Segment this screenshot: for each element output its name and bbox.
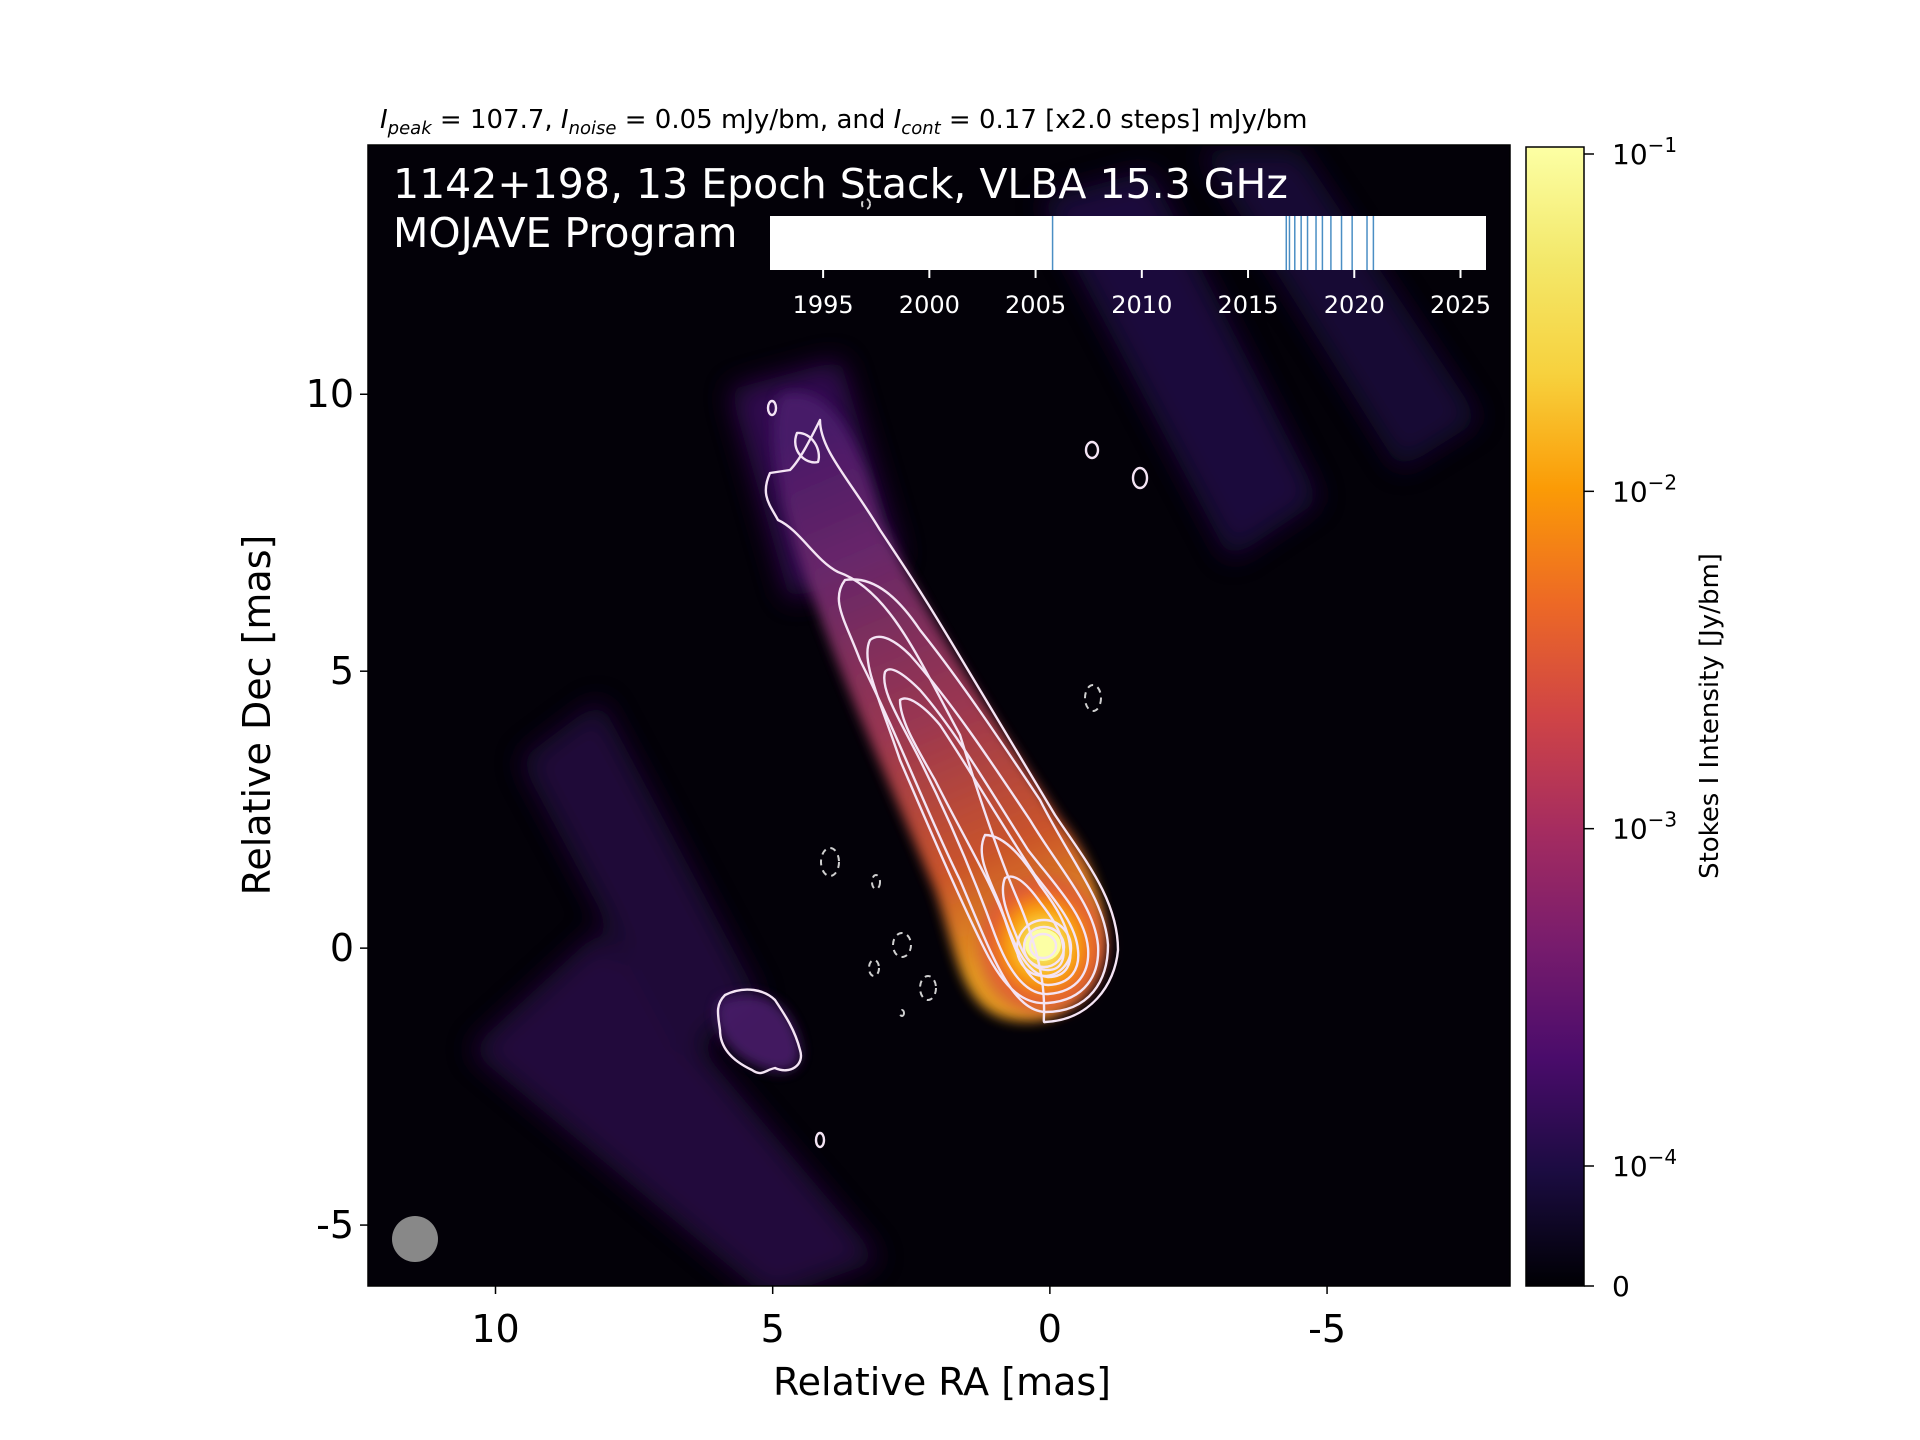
contour-6 <box>980 833 1072 979</box>
contour-14 <box>1084 440 1100 460</box>
contour-12 <box>794 431 821 464</box>
contour-1 <box>764 418 1120 1024</box>
timeline-epochs <box>1051 216 1375 270</box>
plot-title: 1142+198, 13 Epoch Stack, VLBA 15.3 GHz <box>393 160 1288 208</box>
colorbar-bar <box>1525 146 1585 1287</box>
y-tick-label: 0 <box>330 926 354 970</box>
contour-4 <box>883 668 1090 996</box>
y-axis-label: Relative Dec [mas] <box>235 535 279 896</box>
x-tick-label: 5 <box>761 1307 785 1351</box>
neg-contour-5 <box>868 959 880 977</box>
contour-11 <box>716 988 803 1075</box>
image-panel: 1142+198, 13 Epoch Stack, VLBA 15.3 GHz … <box>368 145 1510 1286</box>
colorbar-label: Stokes I Intensity [Jy/bm] <box>1695 553 1725 879</box>
neg-contour-3 <box>871 874 881 890</box>
colorbar-tick-label: 10−3 <box>1612 808 1677 846</box>
neg-contour-6 <box>919 975 937 1001</box>
axes-frame <box>367 144 1511 1287</box>
epoch-timeline: 1995 2000 2005 2010 2015 2020 2025 <box>770 216 1491 319</box>
contour-13 <box>766 399 778 417</box>
colorbar: 10−1 10−2 10−3 10−4 0 Stokes I Intensity [Jy… <box>1525 133 1725 1303</box>
colorbar-tick-label: 10−4 <box>1612 1145 1677 1183</box>
colorbar-tick-label: 10−2 <box>1612 470 1677 508</box>
timeline-tick-label: 2005 <box>1005 291 1066 319</box>
stats-line: Ipeak = 107.7, Inoise = 0.05 mJy/bm, and… <box>380 105 1307 139</box>
x-axis: 10 5 0 -5 <box>471 1286 1346 1351</box>
colorbar-tick-label: 0 <box>1612 1270 1630 1303</box>
negative-contours <box>820 198 1102 1017</box>
timeline-tick-label: 1995 <box>793 291 854 319</box>
y-tick-label: -5 <box>316 1203 354 1247</box>
contour-9 <box>1022 925 1066 969</box>
x-tick-label: 0 <box>1038 1307 1062 1351</box>
timeline-tick-label: 2025 <box>1430 291 1491 319</box>
colorbar-ticks: 10−1 10−2 10−3 10−4 0 <box>1584 133 1677 1303</box>
plot-subtitle: MOJAVE Program <box>393 209 737 257</box>
contour-3 <box>866 635 1100 1005</box>
contour-2 <box>837 578 1110 1014</box>
y-tick-label: 5 <box>330 649 354 693</box>
neg-contour-1 <box>1084 684 1102 712</box>
timeline-tick-label: 2015 <box>1218 291 1279 319</box>
y-tick-label: 10 <box>306 372 354 416</box>
colorbar-tick-label: 10−1 <box>1612 133 1677 171</box>
contour-5 <box>898 697 1080 987</box>
timeline-tick-label: 2000 <box>899 291 960 319</box>
neg-contour-7 <box>899 1009 905 1017</box>
contour-15 <box>1131 466 1149 490</box>
positive-contours <box>716 399 1149 1149</box>
x-tick-label: -5 <box>1308 1307 1346 1351</box>
neg-contour-2 <box>820 847 840 877</box>
y-axis: 10 5 0 -5 <box>306 372 368 1247</box>
contour-7 <box>1001 875 1065 972</box>
contour-10 <box>1028 932 1058 960</box>
x-tick-label: 10 <box>471 1307 519 1351</box>
timeline-ticks: 1995 2000 2005 2010 2015 2020 2025 <box>793 270 1491 319</box>
timeline-box <box>770 216 1486 270</box>
timeline-tick-label: 2020 <box>1324 291 1385 319</box>
contour-16 <box>814 1131 826 1149</box>
timeline-tick-label: 2010 <box>1111 291 1172 319</box>
x-axis-label: Relative RA [mas] <box>773 1360 1111 1404</box>
contour-8 <box>1015 918 1073 978</box>
neg-contour-8 <box>861 198 871 210</box>
beam-ellipse <box>392 1216 438 1262</box>
neg-contour-4 <box>892 932 912 958</box>
